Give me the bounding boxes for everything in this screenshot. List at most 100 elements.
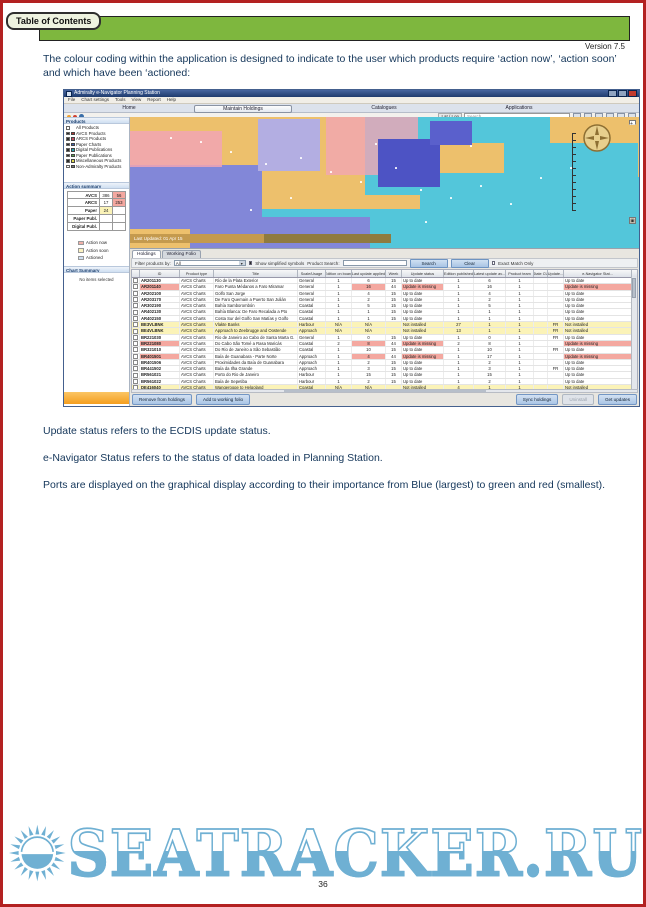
product-filter-all-products[interactable]: All Products xyxy=(64,125,129,131)
product-filter-arcs-products[interactable]: ARCS Products xyxy=(64,136,129,142)
table-row[interactable]: BR321010 AVCS Charts Do Rio de Janeiro a S… xyxy=(132,347,637,354)
column-header-status[interactable]: Update status xyxy=(402,270,444,277)
vertical-scrollbar[interactable] xyxy=(631,277,637,392)
filter-dropdown[interactable]: All ▼ xyxy=(173,260,246,266)
column-header-enav[interactable]: e-Navigator Stat... xyxy=(564,270,632,277)
column-header-lat[interactable]: Latest update av... xyxy=(474,270,506,277)
menu-view[interactable]: View xyxy=(131,97,142,102)
remove-from-holdings-button[interactable]: Remove from holdings xyxy=(132,393,192,405)
checkbox[interactable] xyxy=(66,131,70,135)
checkbox[interactable] xyxy=(66,159,70,163)
checkbox[interactable] xyxy=(66,153,70,157)
menu-help[interactable]: Help xyxy=(166,97,177,102)
marker-red-icon[interactable] xyxy=(73,114,77,119)
row-checkbox[interactable] xyxy=(133,322,138,328)
table-row[interactable]: AR402130 AVCS Charts Bahía Blanca: De Faro… xyxy=(132,309,637,316)
table-row[interactable]: AR201130 AVCS Charts Río de la Plata Exter… xyxy=(132,278,637,285)
row-checkbox[interactable] xyxy=(133,328,138,334)
row-checkbox[interactable] xyxy=(133,341,138,347)
row-checkbox[interactable] xyxy=(133,372,138,378)
checkbox[interactable] xyxy=(66,126,70,130)
table-row[interactable]: BE4VLBNK AVCS Charts Approach to Zeebrugge… xyxy=(132,328,637,335)
sync-holdings-button[interactable]: Sync holdings xyxy=(515,393,559,405)
simplified-symbols-checkbox[interactable] xyxy=(248,261,253,265)
row-checkbox[interactable] xyxy=(133,290,138,296)
row-checkbox[interactable] xyxy=(133,297,138,303)
table-row[interactable]: AR302190 AVCS Charts Bahía Samborombón Coas… xyxy=(132,303,637,310)
product-filter-paper-publications[interactable]: Paper Publications xyxy=(64,153,129,159)
table-of-contents-button[interactable]: Table of Contents xyxy=(6,12,102,30)
search-button[interactable]: Search xyxy=(409,258,448,268)
column-header-usage[interactable]: Scale/Usage xyxy=(298,270,326,277)
close-icon[interactable] xyxy=(628,90,637,97)
menu-file[interactable]: File xyxy=(68,97,76,102)
action-summary-header[interactable]: Action summary xyxy=(64,182,129,189)
app-tab-catalogues[interactable]: Catalogues xyxy=(371,105,397,111)
menu-report[interactable]: Report xyxy=(147,97,161,102)
checkbox[interactable] xyxy=(66,148,70,152)
table-row[interactable]: BR561022 AVCS Charts Baía de Sepetiba Harbo… xyxy=(132,378,637,386)
chart-summary-header[interactable]: Chart Summary xyxy=(64,266,129,273)
products-panel-header[interactable]: Products xyxy=(64,117,129,124)
app-tab-applications[interactable]: Applications xyxy=(505,105,533,111)
product-filter-paper-charts[interactable]: Paper Charts xyxy=(64,142,129,148)
product-search-input[interactable] xyxy=(342,260,407,266)
column-header-st[interactable]: State CU xyxy=(534,270,548,277)
row-checkbox[interactable] xyxy=(133,334,138,340)
row-checkbox[interactable] xyxy=(133,366,138,372)
table-row[interactable]: BR221030 AVCS Charts Rio de Janeiro ao Cab… xyxy=(132,334,637,341)
table-row[interactable]: BR561021 AVCS Charts Porto do Rio de Janei… xyxy=(132,372,637,379)
product-filter-digital-publications[interactable]: Digital Publications xyxy=(64,147,129,153)
app-tab-maintain-holdings[interactable]: Maintain Holdings xyxy=(194,105,292,113)
table-row[interactable]: BR401506 AVCS Charts Proximidades da Baía … xyxy=(132,359,637,367)
table-row[interactable]: BR221080 AVCS Charts Do Cabo São Tomé a Ra… xyxy=(132,340,637,348)
layers-icon[interactable] xyxy=(79,114,84,119)
column-header-lua[interactable]: Last update applied xyxy=(352,270,386,277)
product-filter-non-admiralty-products[interactable]: Non-Admiralty Products xyxy=(64,164,129,170)
column-header-team[interactable]: Product team xyxy=(506,270,534,277)
product-filter-miscellaneous-products[interactable]: Miscellaneous Products xyxy=(64,158,129,164)
minimize-icon[interactable] xyxy=(608,90,617,97)
map-overview-button[interactable]: ▣ xyxy=(629,217,636,224)
table-row[interactable]: AR201140 AVCS Charts Faro Punta Médanos a … xyxy=(132,284,637,291)
column-header-edb[interactable]: Edition on board xyxy=(326,270,352,277)
app-tab-home[interactable]: Home xyxy=(122,105,136,111)
compass-rose-icon[interactable] xyxy=(582,123,612,153)
maximize-icon[interactable] xyxy=(618,90,627,97)
column-header-edp[interactable]: Edition published xyxy=(444,270,474,277)
get-updates-button[interactable]: Get updates xyxy=(597,393,637,405)
table-row[interactable]: AR203170 AVCS Charts De Faro Quemain a Pue… xyxy=(132,296,637,304)
exact-match-checkbox[interactable] xyxy=(491,261,496,265)
tab-working-folio[interactable]: Working Folio xyxy=(161,250,201,258)
column-header-id[interactable]: ID xyxy=(140,270,180,277)
column-header-upd[interactable]: Update... xyxy=(548,270,564,277)
table-row[interactable]: DE416040 AVCS Charts Wangerooge to Helgola… xyxy=(132,385,637,392)
row-checkbox[interactable] xyxy=(133,309,138,315)
tab-holdings[interactable]: Holdings xyxy=(132,250,161,258)
row-checkbox[interactable] xyxy=(133,278,138,284)
menu-tools[interactable]: Tools xyxy=(115,97,126,102)
marker-orange-icon[interactable] xyxy=(67,114,71,119)
column-header-title[interactable]: Title xyxy=(214,270,298,277)
checkbox[interactable] xyxy=(66,164,70,168)
table-row[interactable]: BR441502 AVCS Charts Baía da Ilha Grande Ap… xyxy=(132,366,637,373)
clear-button[interactable]: Clear xyxy=(450,258,489,268)
add-to-working-folio-button[interactable]: Add to working folio xyxy=(195,393,251,405)
row-checkbox[interactable] xyxy=(133,315,138,321)
product-filter-avcs-products[interactable]: AVCS Products xyxy=(64,131,129,137)
row-checkbox[interactable] xyxy=(133,360,138,365)
column-header-type[interactable]: Product type xyxy=(180,270,214,277)
column-header-cb[interactable] xyxy=(132,270,140,277)
row-checkbox[interactable] xyxy=(133,378,138,384)
row-checkbox[interactable] xyxy=(133,303,138,309)
table-row[interactable]: BE3VLBNK AVCS Charts Vlakte Banks Harbour N/… xyxy=(132,322,637,329)
table-row[interactable]: AR202100 AVCS Charts Golfo San Jorge Genera… xyxy=(132,290,637,297)
checkbox[interactable] xyxy=(66,142,70,146)
menu-chart-settings[interactable]: Chart settings xyxy=(81,97,110,102)
map-zoom-in-button[interactable]: + xyxy=(629,120,636,127)
row-checkbox[interactable] xyxy=(133,347,138,353)
column-header-week[interactable]: Week xyxy=(386,270,402,277)
checkbox[interactable] xyxy=(66,137,70,141)
row-checkbox[interactable] xyxy=(133,353,138,359)
chart-map[interactable]: + ▣ 36 18.51N 008 28.26 E Scale 1 : 9,40… xyxy=(130,117,639,248)
